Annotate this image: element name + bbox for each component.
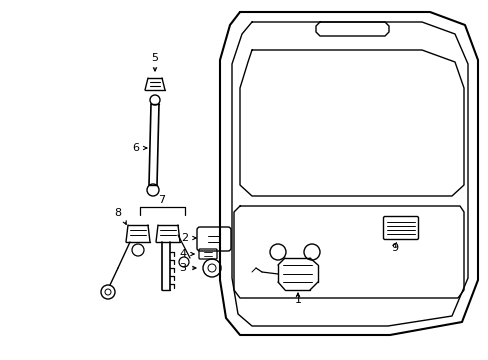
Text: 1: 1	[294, 295, 301, 305]
Text: 8: 8	[114, 208, 122, 218]
Text: 3: 3	[179, 263, 186, 273]
Text: 6: 6	[132, 143, 139, 153]
Text: 5: 5	[151, 53, 158, 63]
Text: 9: 9	[390, 243, 398, 253]
Text: 4: 4	[179, 249, 186, 259]
Text: 7: 7	[158, 195, 165, 205]
Text: 2: 2	[181, 233, 188, 243]
